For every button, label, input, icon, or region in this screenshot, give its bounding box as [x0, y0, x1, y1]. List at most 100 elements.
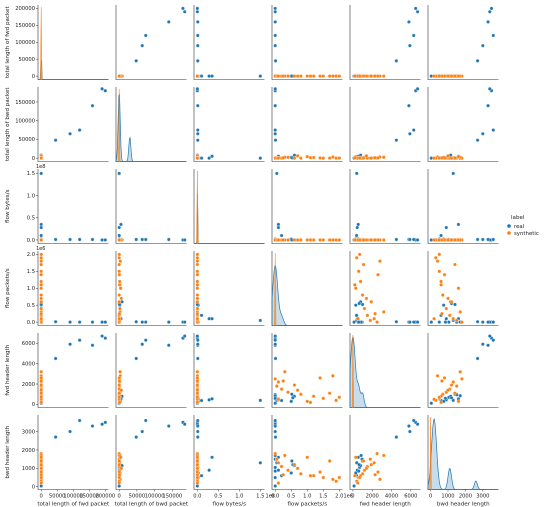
point-synthetic-6-r3-c5	[439, 279, 443, 284]
point-real-1-r1-c2	[195, 87, 200, 91]
panel-spine-r4-c2	[193, 333, 265, 408]
point-real-1-r1-c5	[487, 87, 492, 91]
panel-spine-r1-c5	[427, 87, 499, 162]
point-real-14-r5-c3	[290, 459, 294, 463]
xtick-label-5-1: 1000	[441, 494, 454, 500]
point-synthetic-19-r1-c0	[39, 156, 44, 160]
point-synthetic-9-r5-c3	[334, 479, 338, 484]
point-real-1-r4-c5	[487, 334, 492, 338]
point-real-1-r1-c0	[100, 87, 104, 91]
point-real-19-r4-c5	[443, 396, 448, 401]
point-real-1-r3-c4	[415, 320, 420, 324]
point-real-3-r1-c5	[491, 128, 496, 132]
point-real-4-r5-c4	[408, 429, 412, 434]
point-real-9-r3-c2	[199, 313, 204, 318]
point-real-13-r4-c5	[449, 395, 454, 400]
point-synthetic-19-r4-c3	[337, 395, 342, 400]
panel-spine-r3-c4	[349, 251, 421, 326]
x-axis-label-5: bwd header length	[437, 502, 490, 507]
y-exponent-3: 1e6	[36, 246, 45, 252]
point-synthetic-15-r5-c3	[295, 466, 300, 471]
point-synthetic-19-r3-c4	[357, 252, 362, 257]
point-real-4-r0-c3	[273, 43, 278, 48]
point-synthetic-8-r4-c3	[331, 374, 335, 378]
point-synthetic-5-r3-c2	[195, 293, 200, 297]
point-synthetic-7-r2-c3	[321, 238, 326, 242]
point-synthetic-14-r5-c4	[355, 481, 360, 485]
ytick-label-3-2: 1.0	[27, 286, 35, 292]
point-synthetic-15-r3-c4	[364, 296, 369, 301]
point-synthetic-12-r3-c4	[353, 286, 358, 291]
point-real-5-r1-c5	[475, 138, 480, 143]
point-real-14-r3-c5	[453, 302, 457, 307]
point-real-4-r2-c0	[68, 237, 72, 242]
point-synthetic-1-r3-c5	[454, 318, 459, 323]
point-synthetic-19-r4-c0	[39, 395, 44, 400]
point-real-1-r4-c0	[100, 334, 104, 338]
point-real-5-r3-c5	[475, 319, 480, 324]
point-real-3-r0-c1	[143, 33, 148, 38]
point-real-2-r1-c3	[273, 103, 278, 108]
point-real-2-r4-c5	[486, 343, 490, 348]
point-synthetic-13-r4-c0	[39, 376, 44, 380]
point-synthetic-17-r2-c5	[453, 238, 457, 242]
xtick-label-2-1: 0.5	[214, 494, 222, 500]
point-synthetic-10-r4-c3	[282, 369, 287, 374]
point-real-4-r2-c1	[140, 237, 145, 242]
point-synthetic-19-r3-c5	[437, 252, 442, 257]
point-synthetic-17-r3-c0	[39, 262, 44, 267]
point-synthetic-18-r5-c4	[373, 472, 377, 477]
point-real-5-r2-c4	[394, 237, 399, 242]
point-real-10-r4-c3	[289, 399, 294, 404]
point-real-8-r2-c0	[39, 225, 44, 230]
point-synthetic-19-r4-c2	[195, 395, 200, 400]
point-synthetic-16-r3-c2	[195, 283, 200, 287]
kde-synthetic-0	[40, 6, 43, 80]
point-real-9-r4-c2	[199, 398, 204, 403]
point-synthetic-10-r4-c1	[118, 369, 122, 374]
point-real-2-r0-c3	[273, 20, 278, 24]
ytick-label-0-1: 50000	[18, 57, 35, 63]
point-synthetic-9-r0-c3	[334, 74, 338, 78]
ytick-label-3-3: 1.5	[27, 269, 35, 275]
point-real-4-r0-c4	[408, 43, 412, 48]
panel-spine-r1-c2	[193, 87, 265, 162]
point-real-5-r1-c4	[394, 138, 399, 143]
point-real-8-r2-c4	[355, 225, 360, 230]
point-synthetic-19-r5-c1	[117, 475, 122, 480]
y-axis-label-2: flow bytes/s	[5, 189, 11, 223]
point-synthetic-4-r2-c3	[286, 238, 290, 242]
point-real-3-r3-c1	[143, 320, 148, 324]
point-synthetic-15-r3-c2	[195, 296, 200, 301]
panel-spine-r5-c1	[115, 415, 187, 490]
point-synthetic-16-r4-c2	[195, 400, 200, 405]
point-real-18-r5-c3	[273, 484, 278, 488]
point-synthetic-6-r2-c3	[311, 238, 316, 242]
point-synthetic-11-r4-c3	[292, 383, 297, 387]
point-synthetic-9-r3-c2	[195, 255, 200, 260]
point-real-3-r3-c0	[77, 320, 82, 324]
point-synthetic-18-r4-c0	[39, 379, 44, 383]
point-synthetic-12-r1-c5	[456, 154, 461, 159]
point-real-2-r2-c5	[486, 237, 490, 242]
point-synthetic-15-r4-c0	[39, 388, 44, 392]
point-real-0-r0-c5	[489, 6, 494, 11]
point-real-13-r4-c3	[290, 395, 295, 400]
point-real-3-r5-c3	[273, 418, 278, 423]
point-synthetic-4-r1-c3	[286, 155, 290, 160]
point-real-5-r5-c1	[134, 435, 139, 439]
point-real-4-r3-c4	[408, 320, 412, 324]
point-real-4-r4-c0	[68, 342, 72, 347]
xtick-label-3-3: 1.5	[319, 494, 327, 500]
point-synthetic-17-r4-c1	[117, 391, 122, 396]
point-synthetic-9-r2-c3	[334, 238, 338, 242]
panel-spine-r3-c2	[193, 251, 265, 326]
point-synthetic-15-r5-c0	[39, 466, 44, 471]
point-real-15-r5-c3	[273, 475, 278, 480]
point-real-2-r2-c0	[90, 237, 95, 242]
point-synthetic-0-r3-c5	[460, 320, 464, 324]
xtick-label-4-1: 2000	[366, 494, 379, 500]
point-synthetic-15-r1-c4	[364, 154, 369, 158]
point-synthetic-10-r1-c4	[381, 155, 386, 160]
point-synthetic-13-r4-c2	[195, 376, 200, 380]
